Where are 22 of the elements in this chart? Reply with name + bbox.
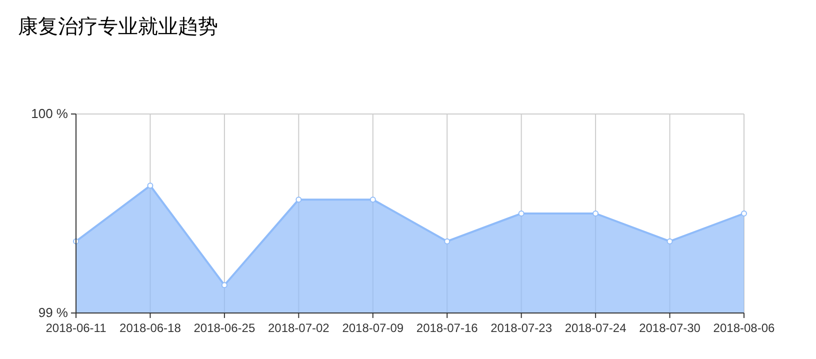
x-tick-label: 2018-07-23	[490, 321, 552, 335]
x-tick-label: 2018-07-02	[268, 321, 330, 335]
y-tick-label: 99 %	[38, 305, 68, 320]
x-tick-label: 2018-07-24	[564, 321, 627, 335]
point	[741, 210, 747, 216]
x-tick-label: 2018-07-09	[342, 321, 404, 335]
point	[370, 196, 376, 203]
x-tick-label: 2018-06-18	[120, 321, 182, 335]
point	[666, 238, 673, 244]
point	[147, 182, 154, 189]
point	[592, 210, 599, 216]
chart-title: 康复治疗专业就业趋势	[18, 16, 218, 38]
point	[296, 196, 302, 203]
point	[221, 282, 228, 288]
x-tick-label: 2018-08-06	[713, 321, 776, 335]
y-tick-label: 100 %	[31, 106, 68, 121]
x-tick-label: 2018-06-25	[194, 321, 256, 335]
x-tick-label: 2018-06-11	[46, 321, 107, 335]
point	[444, 238, 450, 244]
x-tick-label: 2018-07-16	[416, 321, 478, 335]
x-tick-label: 2018-07-30	[639, 321, 701, 335]
point	[518, 210, 524, 216]
